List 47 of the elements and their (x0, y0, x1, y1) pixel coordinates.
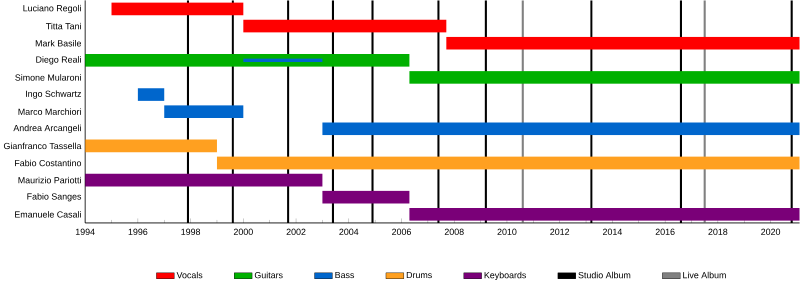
x-tick-label: 2016 (656, 228, 675, 235)
x-tick-label: 2020 (761, 228, 780, 235)
bar (216, 156, 800, 170)
y-tick-label: Luciano Regoli (23, 4, 81, 14)
legend-label: Keyboards (484, 272, 526, 280)
x-tick-label: 2012 (550, 228, 570, 235)
legend-label: Vocals (176, 272, 202, 278)
legend-label: Guitars (254, 272, 283, 278)
bar (138, 88, 164, 101)
y-tick-label: Titta Tani (46, 22, 81, 30)
bar (243, 20, 446, 32)
y-tick-label: Diego Reali (36, 56, 81, 64)
y-tick-label: Fabio Sanges (27, 193, 82, 202)
bar (409, 71, 800, 84)
x-tick-label: 1996 (128, 228, 148, 235)
y-tick-label: Gianfranco Tassella (4, 142, 82, 150)
x-tick-label: 2006 (392, 228, 411, 235)
y-tick-label: Mark Basile (36, 40, 82, 46)
bar (164, 105, 244, 118)
y-tick-label: Simone Mularoni (15, 74, 81, 81)
legend-label: Drums (406, 272, 432, 278)
y-tick-label: Maurizio Pariotti (18, 176, 81, 184)
x-tick-label: 1994 (76, 228, 95, 235)
bar (85, 54, 410, 67)
x-tick-label: 1998 (181, 228, 200, 235)
bar (112, 2, 244, 16)
legend-label: Studio Album (578, 272, 630, 278)
x-tick-label: 2002 (286, 228, 306, 235)
x-tick-label: 2018 (708, 228, 728, 235)
x-tick-label: 2000 (234, 228, 253, 235)
bar (322, 122, 800, 136)
bar (85, 174, 322, 186)
y-tick-label: Marco Marchiori (18, 108, 81, 115)
x-tick-label: 2010 (498, 228, 516, 235)
x-tick-label: 2008 (444, 228, 464, 235)
y-tick-label: Emanuele Casali (15, 211, 81, 218)
bar (85, 140, 217, 152)
y-tick-label: Fabio Costantino (15, 160, 82, 166)
legend-label: Bass (335, 272, 354, 278)
x-tick-label: 2004 (339, 228, 358, 235)
bar (409, 208, 800, 221)
legend-label: Live Album (683, 272, 726, 278)
y-tick-label: Andrea Arcangeli (13, 124, 81, 133)
bar (446, 36, 800, 50)
y-tick-label: Ingo Schwartz (26, 90, 81, 99)
x-tick-label: 2014 (602, 228, 622, 235)
bar (322, 190, 410, 204)
